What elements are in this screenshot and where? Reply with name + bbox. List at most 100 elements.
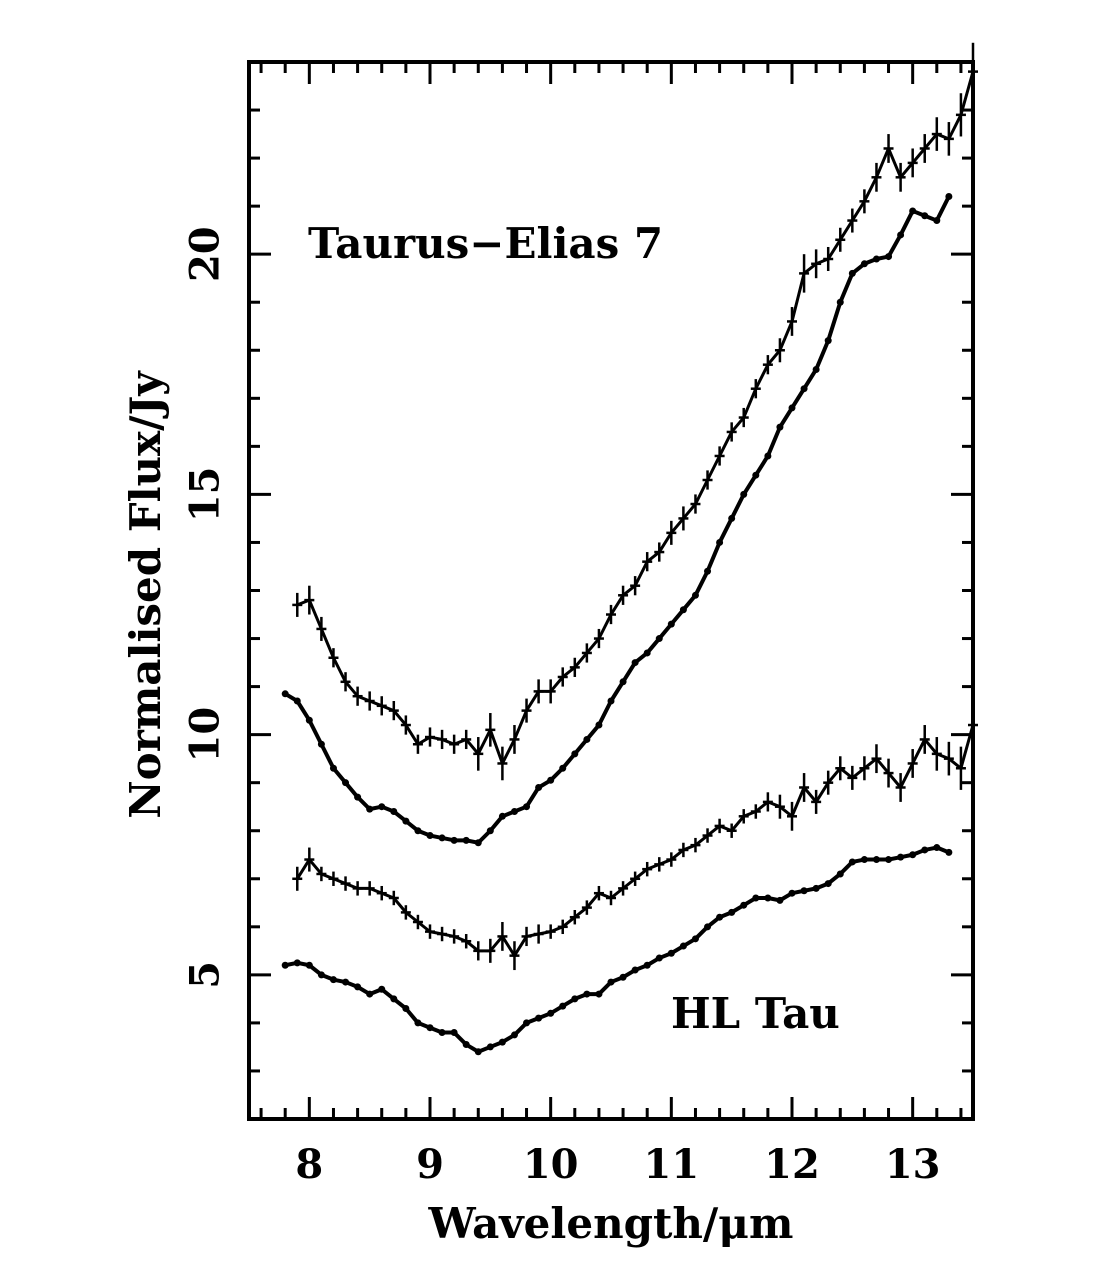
- data-point: [800, 385, 808, 393]
- data-point: [848, 269, 856, 277]
- x-tick-label: 9: [416, 1141, 444, 1188]
- data-point: [474, 839, 482, 847]
- data-point: [933, 844, 941, 852]
- x-tick-label: 13: [885, 1141, 941, 1188]
- annotation-taurus-elias-7: Taurus−Elias 7: [308, 219, 663, 268]
- data-point: [788, 404, 796, 412]
- data-point: [390, 995, 398, 1003]
- series-4: [281, 844, 953, 1056]
- data-point: [462, 1041, 470, 1049]
- data-point: [342, 978, 350, 986]
- data-point: [800, 887, 808, 895]
- data-point: [945, 848, 953, 856]
- data-point: [897, 231, 905, 239]
- data-point: [848, 858, 856, 866]
- data-point: [728, 514, 736, 522]
- data-point: [426, 1024, 434, 1032]
- series-1: [292, 42, 978, 781]
- x-tick-label: 10: [523, 1141, 579, 1188]
- data-point: [450, 1029, 458, 1037]
- x-tick-label: 12: [764, 1141, 820, 1188]
- data-point: [679, 606, 687, 614]
- data-point: [595, 721, 603, 729]
- data-point: [909, 207, 917, 215]
- data-point: [607, 978, 615, 986]
- data-point: [812, 884, 820, 892]
- data-point: [704, 923, 712, 931]
- data-point: [305, 716, 313, 724]
- y-tick-label: 10: [182, 707, 229, 763]
- data-point: [607, 697, 615, 705]
- data-point: [366, 805, 374, 813]
- data-point: [535, 783, 543, 791]
- series-layer: [281, 42, 978, 1056]
- data-point: [716, 913, 724, 921]
- data-point: [619, 678, 627, 686]
- data-point: [909, 851, 917, 859]
- data-point: [583, 735, 591, 743]
- data-point: [836, 298, 844, 306]
- data-point: [667, 620, 675, 628]
- data-point: [305, 961, 313, 969]
- data-point: [438, 834, 446, 842]
- data-point: [824, 337, 832, 345]
- x-tick-label: 8: [295, 1141, 323, 1188]
- data-point: [945, 193, 953, 201]
- data-point: [559, 1002, 567, 1010]
- data-point: [716, 538, 724, 546]
- x-tick-label: 11: [643, 1141, 699, 1188]
- data-point: [885, 253, 893, 261]
- data-point: [414, 1019, 422, 1027]
- data-point: [595, 990, 603, 998]
- data-point: [643, 961, 651, 969]
- data-point: [438, 1029, 446, 1037]
- data-point: [631, 966, 639, 974]
- data-point: [293, 959, 301, 967]
- data-point: [933, 217, 941, 225]
- data-point: [414, 827, 422, 835]
- data-point: [486, 827, 494, 835]
- data-point: [619, 973, 627, 981]
- series-2: [281, 193, 953, 847]
- data-point: [897, 853, 905, 861]
- data-point: [317, 971, 325, 979]
- annotation-hl-tau: HL Tau: [671, 989, 840, 1038]
- data-point: [667, 949, 675, 957]
- series-3: [292, 696, 978, 971]
- data-point: [559, 764, 567, 772]
- data-point: [631, 659, 639, 667]
- data-point: [643, 649, 651, 657]
- data-point: [342, 779, 350, 787]
- data-point: [426, 832, 434, 840]
- data-point: [583, 990, 591, 998]
- data-point: [921, 212, 929, 220]
- data-point: [450, 836, 458, 844]
- series-line: [284, 195, 951, 845]
- data-point: [402, 1005, 410, 1012]
- data-point: [885, 856, 893, 864]
- data-point: [691, 935, 699, 943]
- data-point: [679, 942, 687, 950]
- data-point: [571, 995, 579, 1003]
- data-point: [740, 901, 748, 909]
- data-point: [571, 750, 579, 758]
- data-point: [281, 690, 289, 698]
- y-tick-label: 20: [182, 226, 229, 282]
- series-line: [284, 845, 950, 1054]
- data-point: [510, 1031, 518, 1039]
- data-point: [281, 961, 289, 969]
- data-point: [523, 803, 531, 811]
- data-point: [921, 846, 929, 854]
- data-point: [836, 870, 844, 878]
- data-point: [366, 990, 374, 998]
- data-point: [547, 1009, 555, 1017]
- data-point: [788, 889, 796, 897]
- data-point: [498, 812, 506, 820]
- data-point: [378, 803, 386, 811]
- data-point: [329, 764, 337, 772]
- data-point: [812, 365, 820, 373]
- data-point: [486, 1043, 494, 1051]
- data-point: [535, 1014, 543, 1022]
- data-point: [860, 260, 868, 268]
